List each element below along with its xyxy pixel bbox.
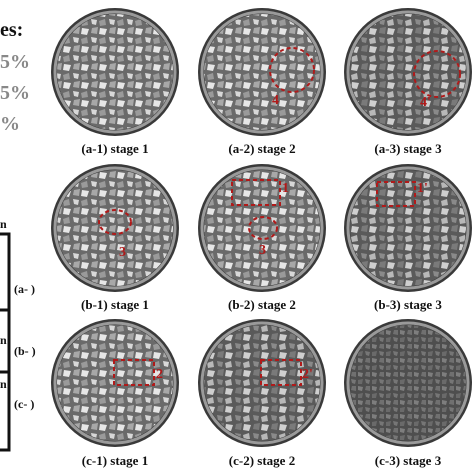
ct-image bbox=[57, 170, 173, 286]
marker-label: 2' bbox=[302, 367, 313, 382]
scale-label: (c- ) bbox=[14, 397, 34, 411]
marker-outline bbox=[376, 181, 416, 207]
ct-edge bbox=[346, 10, 470, 134]
marker-label: 3 bbox=[259, 243, 266, 258]
scale-mark: n bbox=[0, 377, 7, 391]
panels: (a-1) stage 1 (a-2) stage 2 4 (a-3) stage 3… bbox=[51, 8, 472, 468]
marker-outline bbox=[113, 359, 155, 386]
marker-outline bbox=[231, 179, 281, 206]
ct-edge bbox=[53, 166, 177, 290]
marker-outline bbox=[260, 359, 302, 386]
ct-image bbox=[204, 14, 320, 130]
scale-mark: n bbox=[0, 333, 7, 347]
panel-caption: (c-3) stage 3 bbox=[375, 453, 442, 468]
ct-panel: (b-2) stage 2 1 3 bbox=[198, 164, 326, 312]
panel-caption: (a-1) stage 1 bbox=[81, 141, 148, 156]
ct-panel: (c-3) stage 3 bbox=[344, 319, 472, 468]
ct-edge bbox=[200, 166, 324, 290]
ct-edge bbox=[200, 321, 324, 445]
marker-outline bbox=[269, 47, 315, 93]
marker-label: 4' bbox=[420, 95, 431, 110]
ct-panel: (a-1) stage 1 bbox=[51, 8, 179, 156]
legend-item: 5% bbox=[0, 82, 30, 104]
ct-panel: (a-3) stage 3 4' bbox=[344, 8, 472, 156]
marker-label: 1 bbox=[282, 181, 289, 196]
ct-panel: (b-3) stage 3 1' bbox=[344, 164, 472, 312]
panel-caption: (b-2) stage 2 bbox=[228, 297, 296, 312]
panel-caption: (b-1) stage 1 bbox=[81, 297, 149, 312]
ct-edge bbox=[200, 10, 324, 134]
ct-panel: (c-1) stage 1 2 bbox=[51, 319, 179, 468]
ct-image bbox=[57, 14, 173, 130]
ct-edge bbox=[53, 321, 177, 445]
legend-title: es: bbox=[0, 19, 23, 41]
panel-caption: (b-3) stage 3 bbox=[374, 297, 442, 312]
ct-edge bbox=[346, 166, 470, 290]
scale-mark: n bbox=[0, 217, 7, 231]
scale-bracket bbox=[0, 232, 11, 452]
legend-item: % bbox=[0, 113, 20, 135]
marker-outline bbox=[98, 209, 132, 235]
panel-caption: (c-2) stage 2 bbox=[229, 453, 295, 468]
marker-label: 1' bbox=[417, 181, 428, 196]
ct-image bbox=[204, 170, 320, 286]
ct-image bbox=[350, 170, 466, 286]
scale-label: (a- ) bbox=[14, 282, 35, 296]
ct-panel: (c-2) stage 2 2' bbox=[198, 319, 326, 468]
panel-caption: (c-1) stage 1 bbox=[82, 453, 148, 468]
panel-caption: (a-3) stage 3 bbox=[374, 141, 442, 156]
ct-image bbox=[350, 325, 466, 441]
ct-panel: (a-2) stage 2 4 bbox=[198, 8, 326, 156]
ct-image bbox=[350, 14, 466, 130]
marker-outline bbox=[413, 50, 461, 98]
scale-label: (b- ) bbox=[14, 344, 36, 358]
marker-label: 4 bbox=[272, 93, 279, 108]
legend-item: 5% bbox=[0, 51, 30, 73]
marker-label: 2 bbox=[156, 367, 163, 382]
ct-edge bbox=[346, 321, 470, 445]
marker-label: 3 bbox=[119, 245, 126, 260]
ct-panel: (b-1) stage 1 3 bbox=[51, 164, 179, 312]
marker-outline bbox=[248, 216, 278, 240]
ct-edge bbox=[53, 10, 177, 134]
panel-caption: (a-2) stage 2 bbox=[228, 141, 295, 156]
